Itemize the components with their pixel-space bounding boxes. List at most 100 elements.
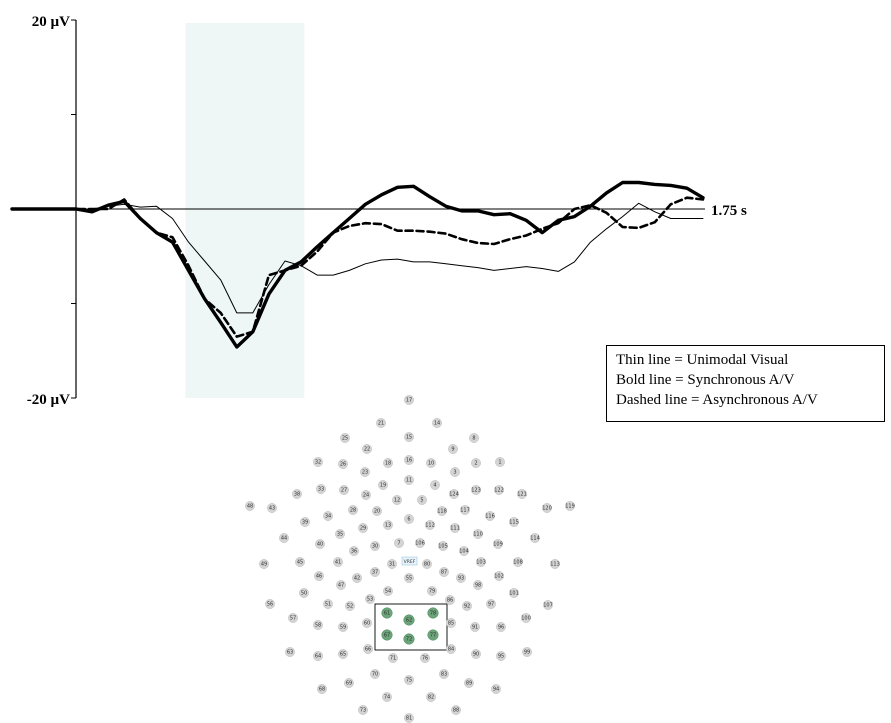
electrode: 85	[446, 618, 456, 628]
electrode: 118	[437, 506, 447, 516]
svg-text:86: 86	[447, 598, 453, 604]
svg-text:87: 87	[441, 570, 447, 576]
svg-text:50: 50	[301, 591, 307, 597]
svg-text:66: 66	[365, 647, 371, 653]
electrode-selected: 78	[427, 607, 439, 619]
electrode: 32	[313, 457, 323, 467]
electrode: 58	[313, 620, 323, 630]
electrode: 122	[494, 485, 504, 495]
electrode: 46	[314, 571, 324, 581]
svg-text:105: 105	[438, 544, 448, 550]
svg-text:115: 115	[509, 520, 519, 526]
electrode: 100	[521, 613, 531, 623]
svg-text:96: 96	[498, 625, 504, 631]
svg-text:48: 48	[247, 504, 253, 510]
electrode: 44	[279, 533, 289, 543]
electrode: 89	[464, 678, 474, 688]
electrode: 99	[522, 647, 532, 657]
svg-text:11: 11	[406, 478, 412, 484]
electrode: 42	[352, 573, 362, 583]
svg-text:116: 116	[485, 514, 495, 520]
electrode: 92	[462, 601, 472, 611]
svg-text:24: 24	[363, 493, 369, 499]
svg-text:91: 91	[472, 625, 478, 631]
electrode: 63	[285, 647, 295, 657]
electrode: 110	[473, 529, 483, 539]
svg-text:45: 45	[297, 560, 303, 566]
electrode-selected: 62	[403, 614, 415, 626]
electrode: 60	[362, 618, 372, 628]
svg-text:49: 49	[261, 562, 267, 568]
electrode-selected: 77	[427, 629, 439, 641]
svg-text:36: 36	[351, 549, 357, 555]
analysis-window-shading	[185, 23, 305, 398]
svg-text:82: 82	[428, 695, 434, 701]
svg-text:124: 124	[449, 492, 459, 498]
electrode: 3	[450, 467, 460, 477]
svg-text:9: 9	[451, 447, 454, 453]
svg-text:97: 97	[488, 602, 494, 608]
electrode: 95	[496, 651, 506, 661]
svg-text:71: 71	[390, 656, 396, 662]
electrode: 119	[565, 501, 575, 511]
vref-box	[401, 556, 418, 566]
svg-text:112: 112	[425, 523, 435, 529]
svg-text:69: 69	[346, 681, 352, 687]
electrode: 88	[451, 705, 461, 715]
svg-text:72: 72	[406, 637, 412, 643]
electrode: 101	[509, 588, 519, 598]
electrode: 25	[340, 433, 350, 443]
svg-text:52: 52	[347, 604, 353, 610]
electrode: 87	[439, 567, 449, 577]
svg-text:58: 58	[315, 623, 321, 629]
electrode: 55	[404, 573, 414, 583]
svg-text:32: 32	[315, 460, 321, 466]
legend-dashed: Dashed line = Asynchronous A/V	[616, 392, 818, 408]
svg-text:83: 83	[441, 672, 447, 678]
electrode: 116	[485, 511, 495, 521]
svg-text:119: 119	[565, 504, 575, 510]
svg-text:33: 33	[318, 487, 324, 493]
electrode: 90	[471, 649, 481, 659]
electrode: 120	[542, 503, 552, 513]
svg-text:56: 56	[267, 602, 273, 608]
svg-text:92: 92	[464, 604, 470, 610]
electrode: 115	[509, 517, 519, 527]
electrode: 5	[417, 495, 427, 505]
electrode: 102	[494, 571, 504, 581]
svg-text:121: 121	[517, 492, 527, 498]
vref-label: VREF	[404, 559, 416, 565]
electrode: 31	[387, 559, 397, 569]
svg-text:13: 13	[385, 523, 391, 529]
series-line-synchronous	[10, 180, 705, 349]
electrode: 59	[338, 622, 348, 632]
svg-text:22: 22	[364, 447, 370, 453]
electrode: 9	[448, 444, 458, 454]
svg-text:43: 43	[269, 506, 275, 512]
legend: Thin line = Unimodal Visual Bold line = …	[606, 345, 885, 422]
electrode: 105	[438, 541, 448, 551]
x-end-label: 1.75 s	[711, 203, 747, 219]
svg-text:57: 57	[290, 616, 296, 622]
electrode: 106	[415, 538, 425, 548]
electrode: 73	[358, 705, 368, 715]
electrode: 50	[299, 588, 309, 598]
svg-text:93: 93	[458, 576, 464, 582]
electrode: 7	[394, 538, 404, 548]
electrode: 21	[376, 418, 386, 428]
electrode: 49	[259, 559, 269, 569]
electrode: 79	[427, 586, 437, 596]
svg-text:51: 51	[325, 602, 331, 608]
electrode: 29	[358, 523, 368, 533]
svg-text:101: 101	[509, 591, 519, 597]
svg-text:70: 70	[372, 672, 378, 678]
svg-text:55: 55	[406, 576, 412, 582]
electrode: 6	[404, 514, 414, 524]
electrode: 108	[513, 557, 523, 567]
svg-text:104: 104	[459, 549, 469, 555]
electrode: 27	[339, 485, 349, 495]
electrode: 39	[300, 517, 310, 527]
svg-text:39: 39	[302, 520, 308, 526]
